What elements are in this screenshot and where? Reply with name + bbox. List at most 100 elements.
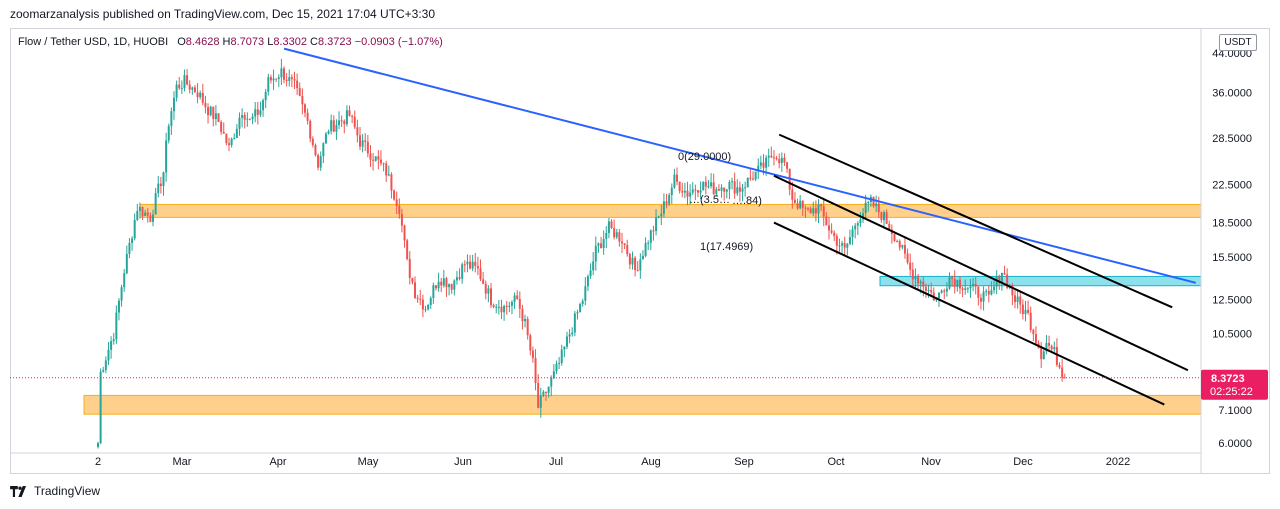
candle-body [149, 215, 152, 222]
candle-body [301, 95, 304, 105]
candle-body [589, 270, 592, 277]
candle-body [812, 208, 815, 214]
candle-body [673, 174, 676, 188]
currency-unit-button[interactable]: USDT [1219, 34, 1257, 51]
candle-body [152, 214, 155, 222]
candle-body [277, 77, 280, 79]
candle-body [731, 181, 734, 183]
lower-zone [83, 394, 1202, 415]
candle-body [214, 113, 217, 120]
candle-body [720, 187, 723, 191]
candle-body [526, 318, 529, 336]
time-tick-label: Sep [734, 456, 754, 468]
candle-body [683, 190, 686, 193]
candle-body [196, 92, 199, 98]
candle-body [686, 190, 689, 197]
candle-body [830, 230, 833, 233]
candle-body [898, 241, 901, 248]
candle-body [1029, 312, 1032, 330]
candle-body [123, 273, 126, 288]
tradingview-logo-icon [10, 485, 27, 497]
candle-body [353, 116, 356, 128]
candle-body [956, 279, 959, 287]
candle-body [762, 162, 765, 168]
annotations-layer: 0(29.0000) …(3.5… ….84) 1(17.4969) [678, 151, 762, 253]
candle-body [193, 87, 196, 93]
candle-body [345, 110, 348, 125]
candle-body [471, 261, 474, 269]
candle-body [416, 297, 419, 299]
candle-body [626, 244, 629, 255]
candle-body [972, 283, 975, 287]
candle-body [104, 360, 107, 371]
price-tick-label: 7.1000 [1218, 405, 1252, 417]
candle-body [246, 118, 249, 120]
candle-body [793, 199, 796, 204]
candle-body [825, 216, 828, 226]
candle-body [1055, 347, 1058, 365]
candle-body [605, 233, 608, 239]
legend-open-label: O [177, 36, 186, 48]
candle-body [510, 301, 513, 306]
candle-body [207, 107, 210, 116]
candle-body [717, 189, 720, 191]
candle-body [503, 305, 506, 313]
candle-body [576, 312, 579, 314]
candle-body [212, 106, 215, 120]
candle-body [421, 299, 424, 310]
trendline [283, 47, 1197, 284]
candle-body [733, 181, 736, 194]
candle-body [487, 288, 490, 294]
candle-body [990, 290, 993, 295]
time-tick-label: Aug [641, 456, 661, 468]
chart-frame [10, 28, 1270, 474]
candle-body [704, 181, 707, 187]
candle-body [814, 208, 817, 214]
candle-body [125, 253, 128, 274]
candle-body [513, 295, 516, 302]
candle-body [563, 346, 566, 350]
candle-body [738, 187, 741, 192]
drawings-layer [283, 47, 1197, 406]
candle-body [107, 349, 110, 361]
candle-body [455, 277, 458, 281]
candle-body [631, 257, 634, 265]
candle-body [676, 174, 679, 182]
legend-close: 8.3723 [317, 36, 352, 48]
blue-zone [879, 275, 1202, 287]
brand-label: TradingView [34, 484, 101, 498]
legend-low: 8.3302 [273, 36, 307, 48]
candle-body [351, 115, 354, 117]
candle-body [1061, 367, 1064, 378]
candle-body [117, 300, 120, 313]
candle-body [516, 295, 519, 299]
candle-body [707, 186, 710, 188]
candle-body [445, 278, 448, 288]
candle-body [856, 223, 859, 226]
candle-body [681, 191, 684, 193]
candle-body [406, 240, 409, 259]
candle-body [979, 297, 982, 302]
candle-body [306, 112, 309, 121]
candle-body [851, 229, 854, 238]
candle-body [1014, 295, 1016, 303]
price-tick-label: 18.5000 [1212, 218, 1252, 230]
candle-body [322, 143, 325, 157]
candle-body [110, 341, 113, 350]
candle-body [434, 285, 437, 289]
tradingview-brand[interactable]: TradingView [10, 484, 100, 498]
candle-body [652, 230, 655, 232]
candle-body [521, 308, 524, 322]
price-tick-label: 22.5000 [1212, 179, 1252, 191]
candle-body [584, 286, 587, 301]
candle-body [893, 233, 896, 242]
price-tag-value: 8.3723 [1211, 373, 1245, 385]
candle-body [927, 289, 930, 291]
candle-body [296, 80, 299, 89]
candles-layer [97, 58, 1066, 449]
price-tick-label: 6.0000 [1218, 438, 1252, 450]
candle-body [180, 88, 183, 90]
candle-body [450, 284, 453, 290]
candle-body [500, 306, 503, 313]
